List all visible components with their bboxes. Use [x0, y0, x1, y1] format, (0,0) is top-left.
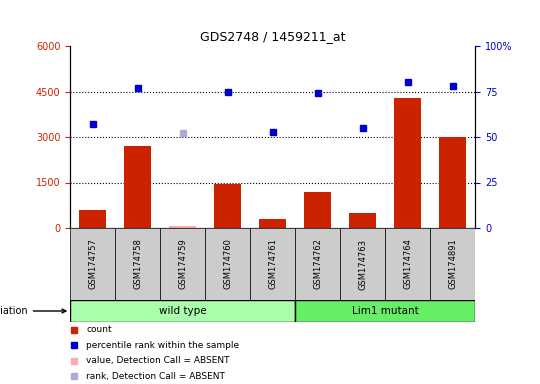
Title: GDS2748 / 1459211_at: GDS2748 / 1459211_at	[200, 30, 346, 43]
Text: GSM174891: GSM174891	[448, 238, 457, 290]
Text: percentile rank within the sample: percentile rank within the sample	[86, 341, 240, 350]
Text: GSM174760: GSM174760	[223, 238, 232, 290]
Text: Lim1 mutant: Lim1 mutant	[352, 306, 419, 316]
Text: wild type: wild type	[159, 306, 206, 316]
Bar	[214, 184, 241, 228]
Bar	[70, 228, 115, 300]
Text: GSM174764: GSM174764	[403, 238, 412, 290]
Bar	[439, 137, 466, 228]
Bar	[205, 228, 250, 300]
Text: genotype/variation: genotype/variation	[0, 306, 66, 316]
Bar	[349, 213, 376, 228]
Bar	[115, 228, 160, 300]
Text: GSM174758: GSM174758	[133, 238, 142, 290]
Bar	[304, 192, 331, 228]
Bar	[394, 98, 421, 228]
Text: rank, Detection Call = ABSENT: rank, Detection Call = ABSENT	[86, 372, 225, 381]
Bar	[160, 228, 205, 300]
Bar	[295, 300, 475, 322]
Bar	[250, 228, 295, 300]
Bar	[79, 210, 106, 228]
Bar	[259, 219, 286, 228]
Text: value, Detection Call = ABSENT: value, Detection Call = ABSENT	[86, 356, 230, 365]
Bar	[430, 228, 475, 300]
Bar	[385, 228, 430, 300]
Bar	[124, 146, 151, 228]
Text: count: count	[86, 325, 112, 334]
Text: GSM174759: GSM174759	[178, 238, 187, 290]
Bar	[70, 300, 295, 322]
Bar	[169, 227, 196, 228]
Text: GSM174757: GSM174757	[88, 238, 97, 290]
Bar	[340, 228, 385, 300]
Text: GSM174763: GSM174763	[358, 238, 367, 290]
Text: GSM174762: GSM174762	[313, 238, 322, 290]
Text: GSM174761: GSM174761	[268, 238, 277, 290]
Bar	[295, 228, 340, 300]
